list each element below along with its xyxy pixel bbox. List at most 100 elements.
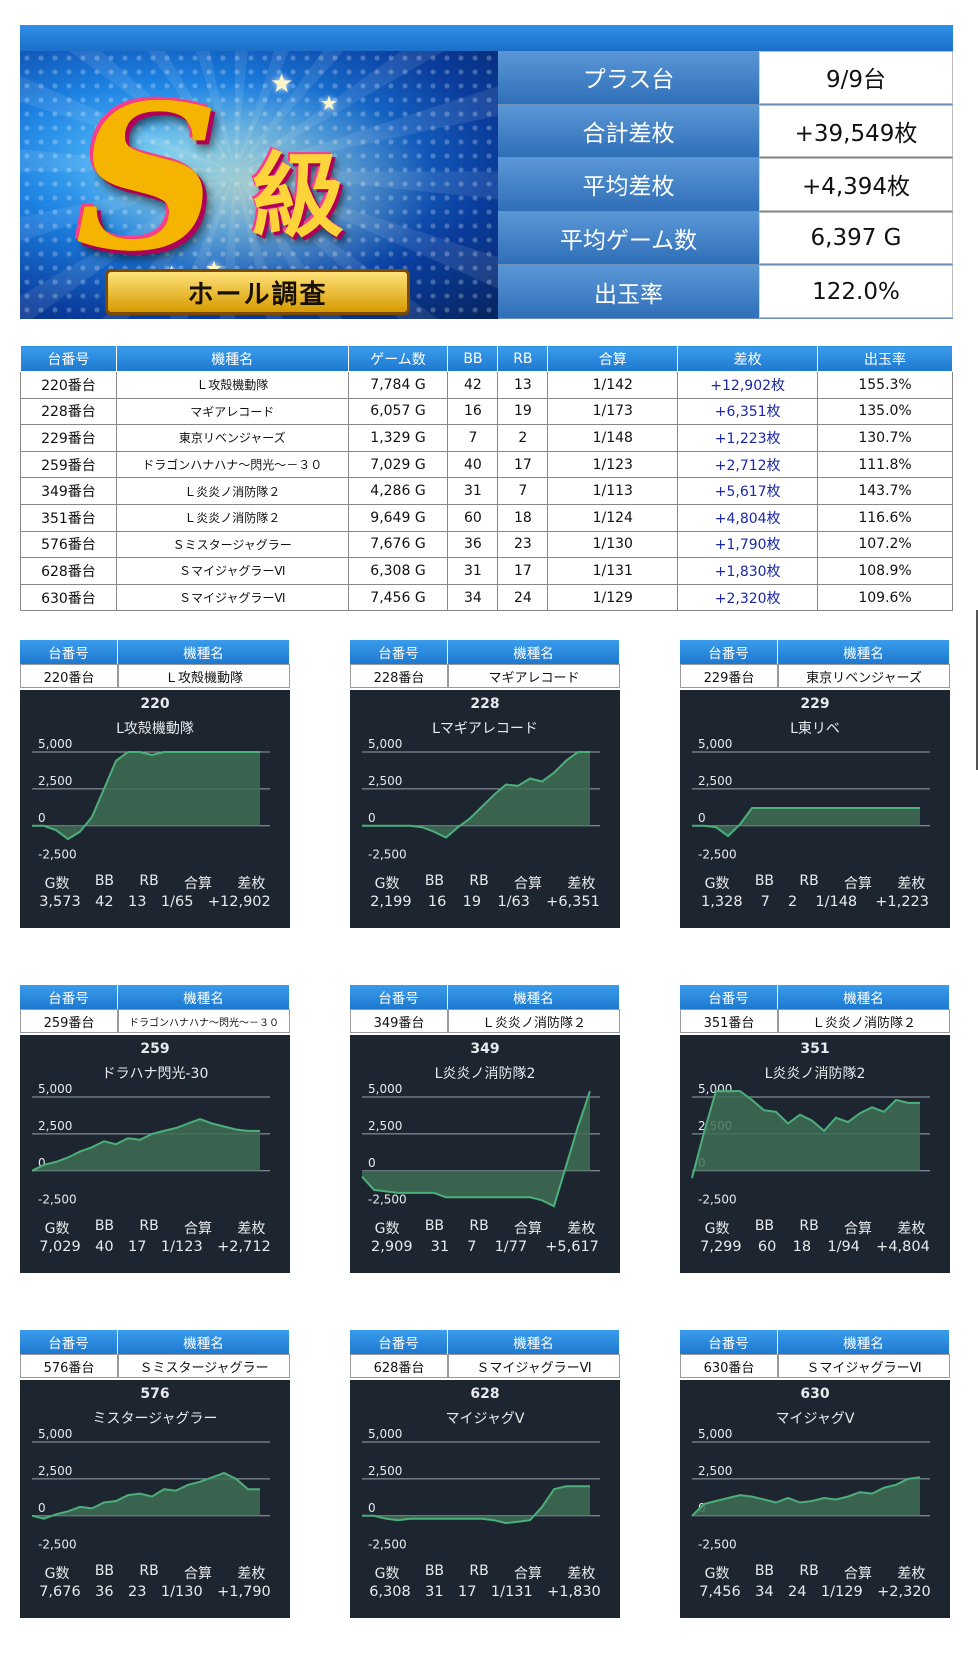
summary-label: プラス台 (498, 51, 760, 104)
series-line (31, 1118, 260, 1172)
table-cell: 1/123 (547, 450, 679, 479)
table-cell: 13 (497, 371, 549, 399)
hero-ribbon: ホール調査 (105, 269, 410, 315)
chart-unit-id: 220 (140, 696, 170, 712)
stat-header: BB (94, 1218, 115, 1234)
machine-card: 台番号 機種名 259番台 ドラゴンハナハナ～閃光～－３０ 5,000 2,500 0 -2,… (20, 985, 290, 1273)
stat-header: 合算 (514, 1221, 543, 1237)
table-cell: 2 (497, 424, 549, 452)
card-header-model: 機種名 (448, 1330, 620, 1354)
y-tick-label: 0 (368, 1501, 376, 1515)
table-row: 628番台 ＳマイジャグラーⅥ 6,308 G 31 17 1/131 +1,830枚 108… (20, 557, 953, 585)
card-info-row: 349番台 Ｌ炎炎ノ消防隊２ (350, 1009, 620, 1033)
table-cell: ＳマイジャグラーⅥ (115, 583, 349, 612)
stat-value: 2,909 (371, 1239, 413, 1255)
stats-values: 2,199 16 19 1/63 +6,351 (350, 894, 620, 910)
table-cell: 220番台 (20, 371, 117, 399)
machine-card: 台番号 機種名 220番台 Ｌ攻殻機動隊 5,000 2,500 0 -2,500 220 L攻殻… (20, 640, 290, 928)
card-info-row: 229番台 東京リベンジャーズ (680, 664, 950, 688)
stat-header: 差枚 (567, 1221, 596, 1237)
card-header-unit: 台番号 (20, 985, 118, 1009)
series-area (692, 1091, 920, 1179)
stat-value: 3,573 (39, 894, 81, 910)
chart-unit-id: 349 (470, 1041, 500, 1057)
stat-value: 6,308 (369, 1584, 411, 1600)
stat-value: 1/94 (827, 1239, 860, 1255)
table-cell: 31 (447, 477, 499, 505)
stat-header: 合算 (184, 876, 213, 892)
stat-header: G数 (44, 876, 70, 892)
table-cell: 7,676 G (347, 530, 449, 559)
table-cell: 155.3% (817, 371, 953, 399)
y-tick-label: 0 (368, 811, 376, 825)
series-area (692, 808, 920, 837)
slump-chart: 5,000 2,500 0 -2,500 229 L東リベ G数 BB RB 合算 差枚 1,328 7… (680, 690, 950, 928)
stat-value: 16 (427, 894, 447, 910)
summary-row: 合計差枚 +39,549枚 (498, 104, 953, 159)
stat-value: 24 (788, 1584, 807, 1600)
y-tick-label: 2,500 (698, 1464, 732, 1478)
table-row: 351番台 Ｌ炎炎ノ消防隊２ 9,649 G 60 18 1/124 +4,804枚 116.… (20, 503, 953, 532)
series-area (362, 752, 590, 838)
card-header: 台番号 機種名 (350, 640, 620, 664)
card-unit: 628番台 (350, 1354, 448, 1378)
card-header: 台番号 機種名 (20, 640, 290, 664)
card-model: マギアレコード (448, 664, 620, 688)
series-line (362, 1485, 590, 1525)
table-cell: 7 (497, 477, 549, 505)
stats-header: G数 BB RB 合算 差枚 (680, 1218, 950, 1238)
y-tick-label: -2,500 (368, 1193, 407, 1207)
table-cell: 6,057 G (347, 397, 449, 426)
stat-header: G数 (374, 1566, 400, 1582)
col-header: 差枚 (677, 345, 819, 372)
stat-value: 1/131 (490, 1584, 533, 1600)
series-area (362, 1091, 590, 1207)
chart-unit-id: 630 (800, 1386, 830, 1402)
stat-header: 差枚 (237, 876, 266, 892)
stat-value: 7,299 (700, 1239, 742, 1255)
table-cell: 1/129 (547, 583, 679, 612)
card-header-unit: 台番号 (680, 1330, 778, 1354)
table-header-row: 台番号 機種名 ゲーム数 BB RB 合算 差枚 出玉率 (20, 345, 953, 372)
card-info-row: 228番台 マギアレコード (350, 664, 620, 688)
stats-header: G数 BB RB 合算 差枚 (680, 873, 950, 893)
card-header: 台番号 機種名 (20, 1330, 290, 1354)
y-tick-label: 5,000 (38, 1427, 72, 1441)
table-cell: 576番台 (20, 530, 117, 559)
stat-header: G数 (704, 876, 730, 892)
summary-value: +39,549枚 (760, 104, 953, 158)
table-cell: +6,351枚 (677, 397, 819, 426)
slump-chart: 5,000 2,500 0 -2,500 259 ドラハナ閃光-30 G数 BB RB 合算 差枚 7… (20, 1035, 290, 1273)
chart-plot: 5,000 2,500 0 -2,500 (362, 1427, 600, 1552)
summary-label: 出玉率 (498, 265, 760, 318)
summary-row: 平均差枚 +4,394枚 (498, 158, 953, 212)
stat-value: +1,790 (217, 1584, 271, 1600)
table-cell: 7 (447, 424, 499, 452)
card-header: 台番号 機種名 (680, 985, 950, 1009)
table-cell: 1/130 (547, 530, 679, 559)
slump-chart: 5,0002,5000-2,500630マイジャグVG数BBRB合算差枚7,45… (680, 1380, 950, 1618)
table-cell: 1/124 (547, 503, 679, 532)
y-tick-label: -2,500 (698, 848, 737, 862)
stats-header: G数 BB RB 合算 差枚 (20, 873, 290, 893)
stat-value: 2 (788, 894, 798, 910)
stat-header: RB (469, 873, 489, 889)
stat-header: RB (139, 873, 159, 889)
stat-header: BB (754, 1218, 775, 1234)
chart-plot: 5,000 2,500 0 -2,500 (692, 737, 930, 862)
stats-values: 7,029 40 17 1/123 +2,712 (20, 1239, 290, 1255)
chart-plot: 5,000 2,500 0 -2,500 (32, 737, 270, 862)
series-line (692, 807, 920, 838)
card-header-unit: 台番号 (680, 985, 778, 1009)
stat-header: 合算 (844, 1566, 873, 1582)
table-cell: +5,617枚 (677, 477, 819, 505)
card-header-model: 機種名 (448, 985, 620, 1009)
card-unit: 630番台 (680, 1354, 778, 1378)
card-header-model: 機種名 (118, 1330, 290, 1354)
stat-value: 42 (95, 894, 114, 910)
card-info-row: 220番台 Ｌ攻殻機動隊 (20, 664, 290, 688)
col-header: 出玉率 (817, 345, 953, 372)
chart-unit-id: 628 (470, 1386, 500, 1402)
table-cell: 17 (497, 450, 549, 479)
stat-value: 40 (95, 1239, 114, 1255)
